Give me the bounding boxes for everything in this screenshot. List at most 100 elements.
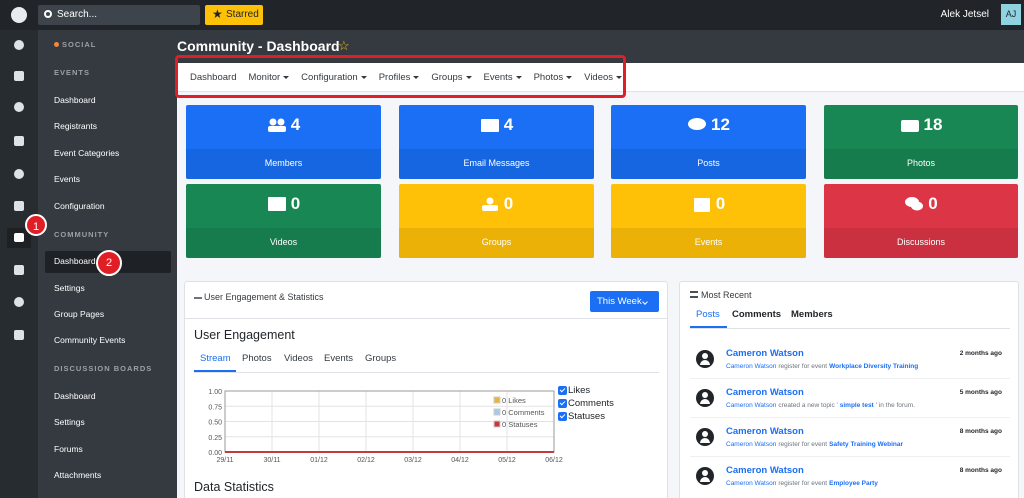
check-mark	[559, 386, 565, 392]
sidebar-item[interactable]: Group Pages	[54, 309, 105, 319]
sidebar-item[interactable]: Dashboard	[54, 391, 96, 401]
icon-shape	[486, 197, 494, 205]
stat-tile[interactable]: 0 Events	[611, 184, 806, 258]
nav-item[interactable]: Videos	[584, 72, 623, 83]
series-checkbox[interactable]	[558, 386, 567, 395]
item-actor[interactable]: Cameron Watson	[726, 440, 777, 448]
dropdown-caret	[360, 75, 367, 79]
tile-label: Videos	[269, 237, 298, 247]
x-tick-label: 30/11	[264, 457, 281, 464]
starred-label: Starred	[226, 9, 259, 20]
sidebar-item[interactable]: Community Events	[54, 335, 126, 345]
period-button[interactable]: This Week	[590, 291, 659, 312]
user-avatar[interactable]: AJ	[1001, 4, 1021, 25]
rail-icon[interactable]	[14, 201, 24, 211]
item-name[interactable]: Cameron Watson	[726, 348, 804, 359]
stat-tile[interactable]: 0 Videos	[186, 184, 381, 258]
nav-item[interactable]: Profiles	[379, 72, 420, 83]
sidebar-item[interactable]: Events	[54, 174, 80, 184]
avatar-head	[702, 392, 708, 398]
sidebar-item[interactable]: Settings	[54, 417, 85, 427]
stat-tile[interactable]: 12 Posts	[611, 105, 806, 179]
item-target[interactable]: Workplace Diversity Training	[829, 362, 919, 370]
sidebar-item[interactable]: Attachments	[54, 470, 102, 480]
user-name[interactable]: Alek Jetsel	[940, 9, 989, 20]
item-target[interactable]: Employee Party	[829, 479, 878, 487]
stat-tile[interactable]: 0 Groups	[399, 184, 594, 258]
item-name[interactable]: Cameron Watson	[726, 387, 804, 398]
tab[interactable]: Posts	[696, 309, 720, 320]
sidebar-item[interactable]: Registrants	[54, 121, 97, 131]
item-actor[interactable]: Cameron Watson	[726, 401, 777, 409]
legend-swatch	[493, 396, 501, 404]
y-tick-label: 1.00	[208, 389, 222, 396]
rail-icon[interactable]	[14, 330, 24, 340]
section-heading: User Engagement	[194, 328, 295, 342]
tile-icon	[688, 118, 707, 130]
divider	[185, 318, 667, 319]
item-target[interactable]: Safety Training Webinar	[829, 440, 904, 448]
y-tick-label: 0.25	[208, 435, 222, 442]
tab[interactable]: Photos	[242, 353, 272, 364]
avatar-head	[702, 470, 708, 476]
rail-icon[interactable]	[14, 169, 24, 179]
stat-tile[interactable]: 18 Photos	[824, 105, 1018, 179]
sidebar-item[interactable]: Event Categories	[54, 148, 120, 158]
rail-icon[interactable]	[14, 71, 24, 81]
avatar	[696, 350, 714, 368]
nav-item[interactable]: Dashboard	[190, 72, 236, 83]
nav-label: Photos	[533, 71, 564, 83]
sidebar-item[interactable]: Dashboard	[54, 256, 96, 266]
item-actor[interactable]: Cameron Watson	[726, 479, 777, 487]
tile-icon	[905, 197, 924, 211]
item-name[interactable]: Cameron Watson	[726, 426, 804, 437]
rail-active-icon	[14, 233, 24, 242]
icon-shape	[267, 197, 286, 211]
dropdown-caret	[465, 75, 472, 79]
x-tick-label: 05/12	[498, 457, 516, 464]
tab[interactable]: Stream	[200, 353, 231, 364]
item-action: register for event	[778, 479, 828, 487]
stat-tile[interactable]: 4 Email Messages	[399, 105, 594, 179]
dropdown-caret	[283, 75, 290, 79]
series-checkbox[interactable]	[558, 412, 567, 421]
tab[interactable]: Comments	[732, 309, 782, 320]
nav-item[interactable]: Monitor	[248, 72, 290, 83]
item-name[interactable]: Cameron Watson	[726, 465, 804, 476]
sidebar-item[interactable]: Forums	[54, 444, 83, 454]
tab[interactable]: Videos	[284, 353, 313, 364]
rail-icon[interactable]	[14, 102, 24, 112]
avatar	[696, 428, 714, 446]
avatar-body	[700, 399, 710, 404]
sidebar-item[interactable]: Configuration	[54, 201, 105, 211]
series-checkbox[interactable]	[558, 399, 567, 408]
nav-item[interactable]: Photos	[534, 72, 573, 83]
rail-icon[interactable]	[14, 40, 24, 50]
checkbox-label: Statuses	[568, 411, 605, 422]
highlight-box	[175, 55, 626, 98]
stat-tile[interactable]: 4 Members	[186, 105, 381, 179]
rail-icon[interactable]	[14, 297, 24, 307]
rail-icon[interactable]	[14, 136, 24, 146]
panel-title: User Engagement & Statistics	[204, 292, 324, 302]
tab[interactable]: Events	[324, 353, 354, 364]
tab[interactable]: Members	[791, 309, 833, 320]
item-time: 8 months ago	[959, 467, 1002, 474]
nav-item[interactable]: Configuration	[301, 72, 367, 83]
starred-button[interactable]: ★ Starred	[205, 5, 263, 25]
item-time: 5 months ago	[959, 389, 1002, 396]
nav-item[interactable]: Events	[484, 72, 522, 83]
x-tick-label: 06/12	[545, 457, 563, 464]
sidebar-item[interactable]: Settings	[54, 283, 85, 293]
nav-item[interactable]: Groups	[431, 72, 472, 83]
search-box[interactable]: Search...	[38, 5, 200, 25]
rail-icon[interactable]	[14, 265, 24, 275]
tile-value-row: 0	[611, 193, 806, 215]
tab[interactable]: Groups	[365, 353, 397, 364]
tile-icon	[267, 197, 286, 211]
stat-tile[interactable]: 0 Discussions	[824, 184, 1018, 258]
item-target[interactable]: simple test	[839, 401, 874, 409]
sidebar-item[interactable]: Dashboard	[54, 95, 96, 105]
item-actor[interactable]: Cameron Watson	[726, 362, 777, 370]
